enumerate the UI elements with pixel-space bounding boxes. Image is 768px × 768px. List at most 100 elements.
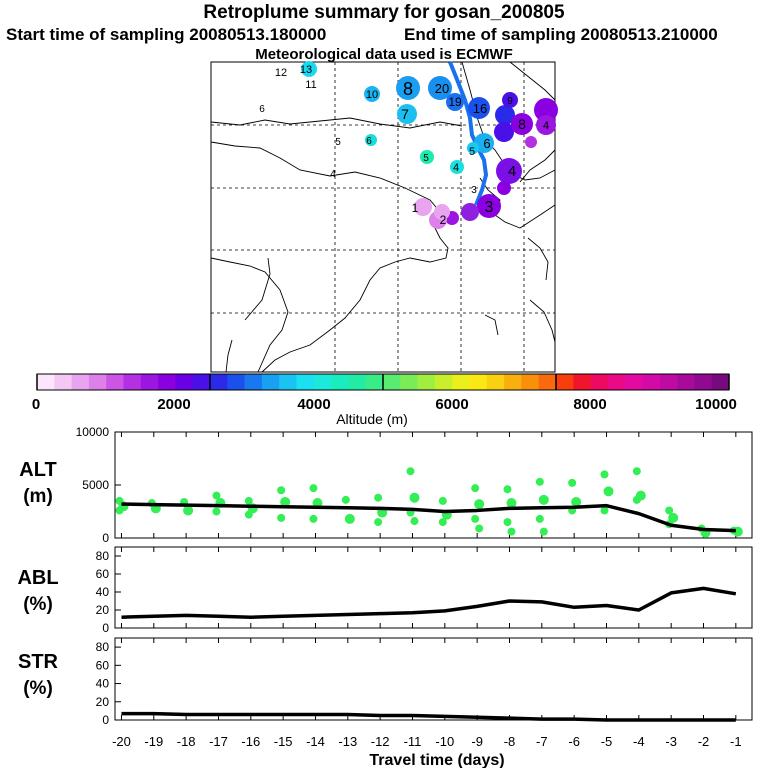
colorbar-swatch [158,374,176,390]
scatter-point [538,494,549,505]
scatter-point [471,514,480,523]
alt-unit-label: (m) [23,486,53,507]
scatter-point [309,484,318,493]
y-tick-label: 20 [96,695,110,709]
plume-marker [495,105,515,125]
scatter-point [341,495,350,504]
colorbar-swatch [607,374,626,390]
map-day-label: 3 [485,199,494,216]
plume-marker [414,198,432,216]
x-tick-label: -18 [177,734,196,749]
map-day-label: 11 [305,79,316,91]
plume-marker [428,76,452,100]
scatter-point [503,518,512,527]
y-tick-label: 60 [96,567,110,581]
x-tick-label: -5 [601,734,613,749]
y-tick-label: 0 [102,713,109,727]
scatter-point [410,517,419,526]
x-tick-label: -10 [435,734,454,749]
plume-marker [365,134,377,146]
plume-marker [461,203,479,221]
map-coastlines [210,61,556,373]
x-tick-label: -14 [306,734,325,749]
scatter-point [115,506,124,515]
plume-marker [511,113,533,135]
map-day-label: 12 [275,67,287,79]
x-axis-title: Travel time (days) [369,752,504,768]
scatter-point [568,478,577,487]
colorbar-swatch [227,374,245,390]
plume-marker [536,115,556,135]
colorbar-swatch [244,374,263,390]
scatter-point [183,505,194,516]
map-day-label: 10 [366,89,378,101]
colorbar-swatch [88,374,107,390]
colorbar-swatch [711,374,730,390]
scatter-point [244,510,253,519]
scatter-point [409,492,420,503]
scatter-point [668,512,679,523]
colorbar-swatch [573,374,591,390]
y-tick-label: 80 [96,640,110,654]
colorbar-tick: 2000 [157,396,190,413]
scatter-point [374,493,383,502]
scatter-point [632,495,641,504]
scatter-point [539,527,548,536]
y-tick-label: 0 [102,621,109,635]
colorbar-tick: 6000 [435,396,468,413]
abl-panel-label: ABL [17,567,58,589]
colorbar-swatch [54,374,72,390]
x-tick-label: -11 [404,734,422,749]
map-day-label: 8 [403,79,413,99]
plume-marker [364,86,380,102]
altitude-colorbar [36,373,730,391]
colorbar-tick: 0 [32,396,40,413]
colorbar-swatch [106,374,124,390]
colorbar-tick: 4000 [297,396,330,413]
colorbar-swatch [296,374,315,390]
plume-marker [467,142,479,154]
x-tick-label: -20 [112,734,131,749]
colorbar-tick: 10000 [695,396,737,413]
colorbar-swatch [348,374,366,390]
scatter-point [212,507,221,516]
scatter-point [406,467,415,476]
map-day-label: 5 [423,153,429,164]
colorbar-ticks: 0 2000 4000 6000 8000 10000 [32,396,737,413]
series-line [121,586,737,619]
scatter-point [665,506,674,515]
scatter-point [600,506,609,515]
map-day-label: 19 [448,95,462,109]
time-series-panels: 0 5000 10000 0 20 40 60 80 0 20 40 60 80 -20 -19 -18 -17… [76,425,753,749]
scatter-point [600,470,609,479]
x-tick-label: -3 [665,734,677,749]
scatter-point [374,518,383,527]
plume-marker [446,93,464,111]
map-panel: 12 13 11 10 8 20 19 16 7 6 6 5 5 4 6 5 4… [210,61,558,373]
colorbar-swatch [140,374,159,390]
plume-marker [397,104,417,124]
colorbar-swatch [279,374,297,390]
scatter-point [471,484,480,493]
map-day-label: 6 [483,136,490,151]
colorbar-swatch [521,374,539,390]
map-day-label: 1 [412,201,419,215]
plume-markers [301,61,558,229]
colorbar-swatch [452,374,470,390]
x-tick-label: -2 [698,734,710,749]
plume-marker [450,160,464,174]
plume-marker [496,158,522,184]
colorbar-swatch [123,374,142,390]
colorbar-swatch [400,374,418,390]
plume-marker [525,136,537,148]
colorbar-swatch [538,374,557,390]
map-day-label: 4 [543,120,549,132]
x-tick-label: -16 [241,734,260,749]
y-tick-label: 40 [96,677,110,691]
plume-marker [434,204,450,220]
x-tick-label: -15 [274,734,293,749]
colorbar-swatch [590,374,609,390]
plume-marker [468,97,490,119]
x-tick-label: -7 [536,734,548,749]
met-data-label: Meteorological data used is ECMWF [255,46,513,63]
